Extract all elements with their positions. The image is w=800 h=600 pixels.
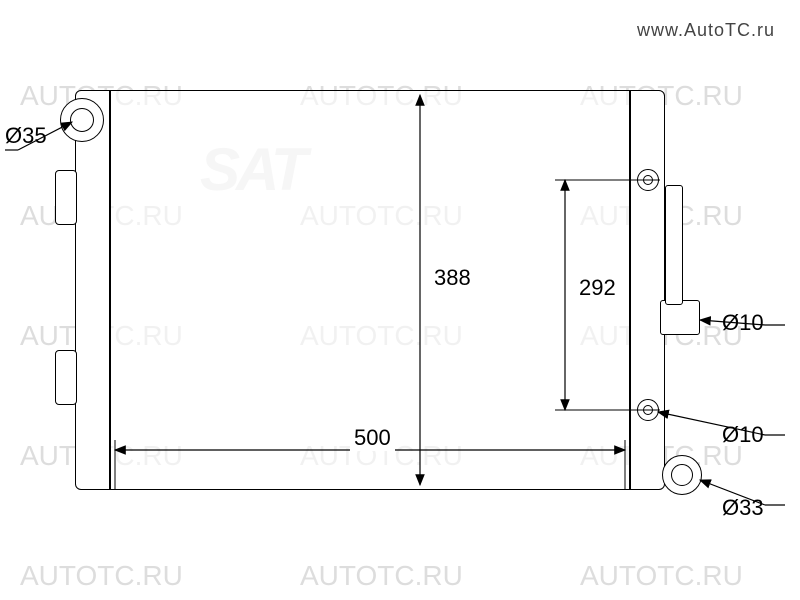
dim-33-label: Ø33 bbox=[722, 495, 764, 521]
bracket-left-upper bbox=[55, 170, 77, 225]
small-port-upper-inner bbox=[643, 175, 653, 185]
dim-388-label: 388 bbox=[430, 265, 475, 291]
diagram-canvas: AUTOTC.RU AUTOTC.RU AUTOTC.RU AUTOTC.RU … bbox=[0, 0, 800, 600]
bracket-left-lower bbox=[55, 350, 77, 405]
dim-10b-label: Ø10 bbox=[722, 422, 764, 448]
dim-292-label: 292 bbox=[575, 275, 620, 301]
dim-500-label: 500 bbox=[350, 425, 395, 451]
watermark: AUTOTC.RU bbox=[300, 560, 463, 592]
watermark: AUTOTC.RU bbox=[580, 560, 743, 592]
small-port-lower-inner bbox=[643, 405, 653, 415]
inlet-port-inner bbox=[70, 108, 94, 132]
dim-35-label: Ø35 bbox=[5, 123, 47, 149]
watermark: AUTOTC.RU bbox=[20, 560, 183, 592]
tank-right bbox=[630, 90, 665, 490]
dim-10a-label: Ø10 bbox=[722, 310, 764, 336]
outlet-port-inner bbox=[671, 464, 693, 486]
pipe-right bbox=[665, 185, 683, 305]
bracket-right-mid bbox=[660, 300, 700, 335]
tank-left bbox=[75, 90, 110, 490]
site-logo: www.AutoTC.ru bbox=[637, 20, 775, 41]
logo-text: www.AutoTC.ru bbox=[637, 20, 775, 40]
